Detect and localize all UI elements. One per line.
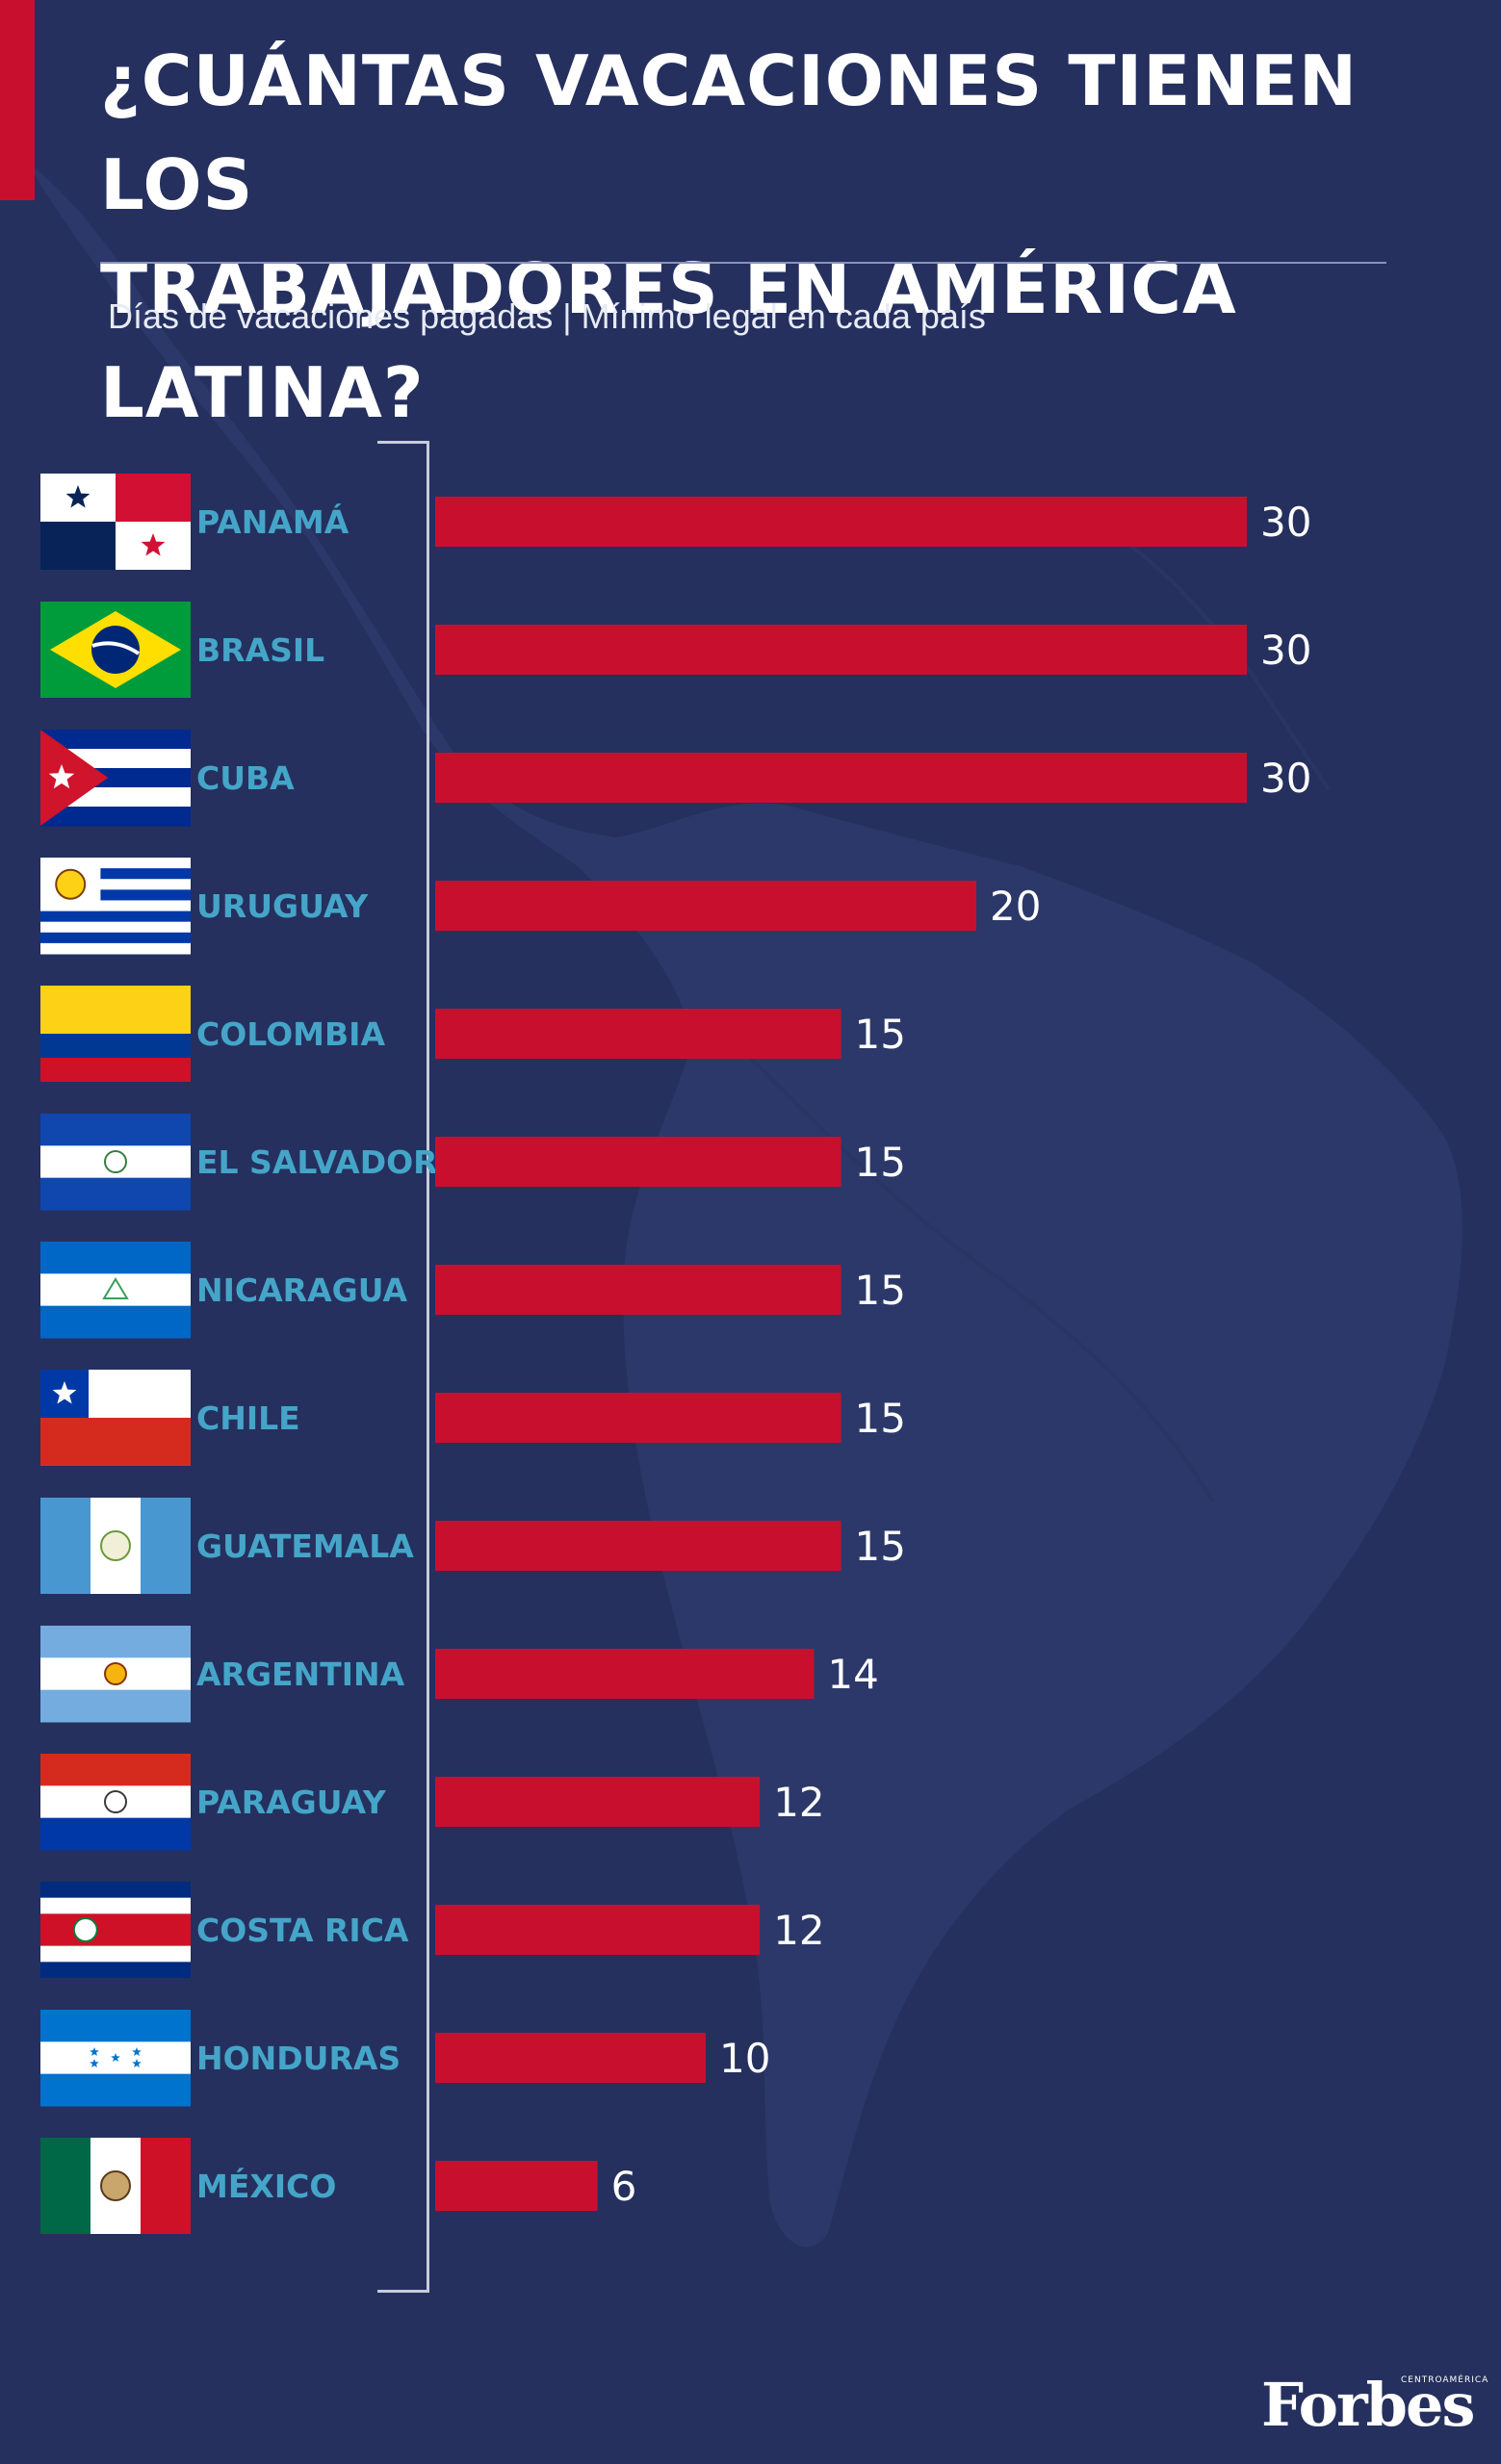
value-label-argentina: 14 (827, 1651, 878, 1698)
bar-brazil (435, 625, 1247, 675)
country-label-el-salvador: EL SALVADOR (196, 1143, 438, 1181)
country-label-argentina: ARGENTINA (196, 1656, 405, 1693)
forbes-logo-sub: CENTROAMÉRICA (1401, 2375, 1489, 2385)
bar-uruguay (435, 881, 976, 931)
value-label-honduras: 10 (719, 2035, 770, 2082)
value-label-costa-rica: 12 (773, 1907, 824, 1954)
title-divider (100, 262, 1386, 264)
bar-chile (435, 1393, 841, 1443)
cuba-flag-icon (40, 730, 191, 827)
chart-subtitle: Días de vacaciones pagadas | Mínimo lega… (108, 296, 986, 336)
chart-bracket (377, 441, 429, 2293)
value-label-brazil: 30 (1260, 627, 1311, 674)
title-line-1: ¿CUÁNTAS VACACIONES TIENEN LOS (100, 40, 1359, 225)
brazil-flag-icon (40, 602, 191, 698)
value-label-colombia: 15 (855, 1011, 906, 1058)
bar-honduras (435, 2033, 706, 2083)
el-salvador-flag-icon (40, 1114, 191, 1211)
country-label-paraguay: PARAGUAY (196, 1784, 387, 1821)
mexico-flag-icon (40, 2138, 191, 2234)
value-label-guatemala: 15 (855, 1523, 906, 1570)
bar-paraguay (435, 1777, 761, 1827)
bar-el-salvador (435, 1137, 841, 1187)
paraguay-flag-icon (40, 1754, 191, 1851)
bar-colombia (435, 1009, 841, 1059)
bar-argentina (435, 1649, 815, 1699)
forbes-logo: Forbes (1261, 2370, 1475, 2440)
country-label-panama: PANAMÁ (196, 502, 349, 541)
bar-mexico (435, 2161, 598, 2211)
chile-flag-icon (40, 1370, 191, 1466)
country-label-uruguay: URUGUAY (196, 887, 369, 925)
value-label-uruguay: 20 (990, 883, 1041, 930)
value-label-cuba: 30 (1260, 755, 1311, 802)
accent-bar (0, 0, 35, 200)
value-label-mexico: 6 (611, 2163, 637, 2210)
bar-panama (435, 497, 1247, 547)
bar-costa-rica (435, 1905, 761, 1955)
value-label-nicaragua: 15 (855, 1267, 906, 1314)
country-label-colombia: COLOMBIA (196, 1015, 385, 1053)
colombia-flag-icon (40, 986, 191, 1082)
value-label-el-salvador: 15 (855, 1139, 906, 1186)
country-label-mexico: MÉXICO (196, 2167, 336, 2205)
value-label-chile: 15 (855, 1395, 906, 1442)
argentina-flag-icon (40, 1626, 191, 1723)
bar-nicaragua (435, 1265, 841, 1315)
bar-guatemala (435, 1521, 841, 1571)
bar-cuba (435, 753, 1247, 803)
panama-flag-icon (40, 474, 191, 570)
value-label-paraguay: 12 (773, 1779, 824, 1826)
guatemala-flag-icon (40, 1498, 191, 1594)
country-label-guatemala: GUATEMALA (196, 1527, 414, 1565)
uruguay-flag-icon (40, 858, 191, 955)
nicaragua-flag-icon (40, 1242, 191, 1339)
country-label-chile: CHILE (196, 1399, 300, 1437)
country-label-nicaragua: NICARAGUA (196, 1271, 407, 1309)
value-label-panama: 30 (1260, 499, 1311, 546)
costa-rica-flag-icon (40, 1882, 191, 1978)
country-label-cuba: CUBA (196, 759, 295, 797)
country-label-honduras: HONDURAS (196, 2040, 401, 2077)
honduras-flag-icon (40, 2010, 191, 2107)
country-label-costa-rica: COSTA RICA (196, 1912, 409, 1949)
country-label-brazil: BRASIL (196, 631, 324, 669)
